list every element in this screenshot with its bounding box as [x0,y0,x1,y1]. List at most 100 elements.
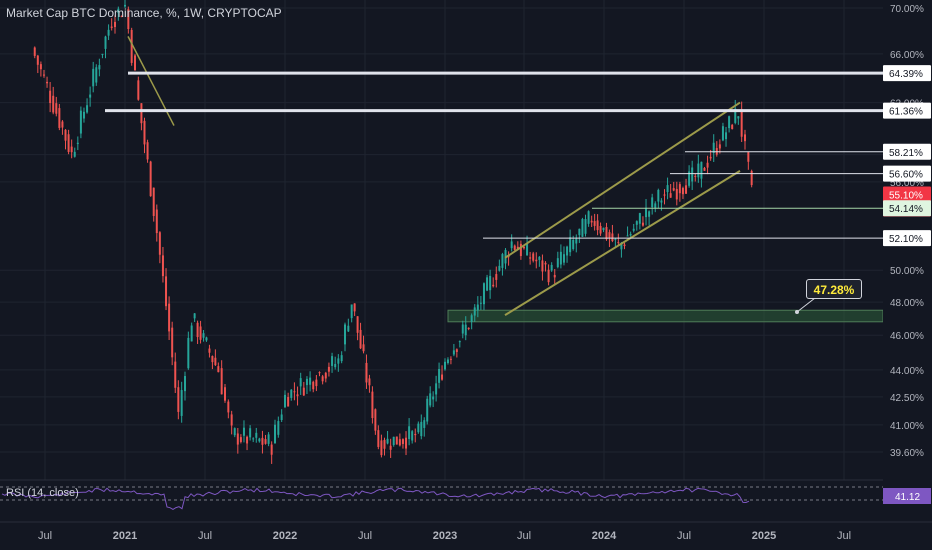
candle-body [284,394,286,408]
candle-body [36,55,39,65]
candle-body [39,64,42,70]
candle [331,352,334,373]
candle [629,231,632,237]
candle [535,252,538,269]
candle [569,229,572,257]
candle [67,129,70,155]
x-tick-label: Jul [38,530,52,542]
candle [383,437,386,456]
candle [666,177,669,200]
rsi-value-box [883,488,931,504]
candle-body [171,327,174,358]
candle [368,374,371,393]
candle [449,356,452,365]
candle-body [290,389,293,398]
candle-body [467,327,470,330]
candle [344,322,346,352]
price-label-box [883,102,931,119]
candle [130,27,133,66]
candle [261,430,264,454]
rsi-value-label: 41.12 [895,492,920,503]
candle-body [578,228,581,236]
candle-body [249,428,252,438]
candle-body [277,421,280,435]
candle [327,362,330,377]
candle-body [581,219,584,237]
candle [532,251,535,263]
candle [211,355,214,370]
candle-body [408,426,411,439]
candle [284,390,286,409]
candle-body [706,162,709,168]
annotation-dot [795,310,799,314]
candle-body [67,134,70,152]
candle-body [92,68,95,87]
price-label: 58.21% [889,148,923,159]
candle-body [230,414,233,426]
candle [486,274,489,292]
candle [239,434,242,444]
candle [602,227,605,233]
candle [744,129,746,150]
price-label: 52.10% [889,234,923,245]
candle [318,371,321,377]
candle-body [566,246,569,256]
candle-body [426,398,429,422]
candle [252,437,255,443]
candle-body [737,116,740,119]
candle-body [602,227,605,231]
candle-body [728,116,731,129]
candle-body [315,379,318,387]
candle-body [638,213,641,224]
candle [526,235,529,256]
candle-body [321,376,324,382]
candle-body [220,368,223,395]
candle [380,434,383,458]
candle-body [703,167,706,171]
candle-body [435,383,438,395]
candle [227,399,230,419]
candle-body [242,427,245,436]
candle [287,392,290,407]
candle-body [550,264,553,271]
candle [645,198,648,226]
x-tick-label: Jul [198,530,212,542]
candle [49,82,52,113]
candle-body [569,237,572,253]
candle-body [489,275,492,291]
candle [638,212,641,230]
candle [510,234,513,252]
candle [107,24,110,41]
grid [0,0,883,480]
support-zone [447,309,884,323]
candle [441,365,444,381]
candle [280,409,283,423]
annotation-label: 47.28% [806,279,862,299]
candle-body [86,105,89,113]
candle [177,380,180,420]
candle-body [718,144,721,149]
candle-body [605,227,608,240]
candle-body [455,349,458,352]
candle [685,178,688,194]
candle-body [498,265,501,271]
candle-body [395,436,398,445]
candle-body [224,387,226,401]
candle-body [274,424,276,444]
candle [92,61,95,93]
candle-body [267,434,270,444]
candle [214,349,217,367]
candle-body [143,120,146,145]
candle [168,296,171,340]
candle-body [584,219,587,234]
candle [401,438,404,449]
candle-body [666,185,669,193]
candle [398,433,401,447]
y-tick-label: 66.00% [890,50,924,61]
candle [120,15,123,18]
candle-body [479,302,482,304]
candle [721,122,724,142]
candle [476,296,479,318]
candle-body [547,269,550,283]
